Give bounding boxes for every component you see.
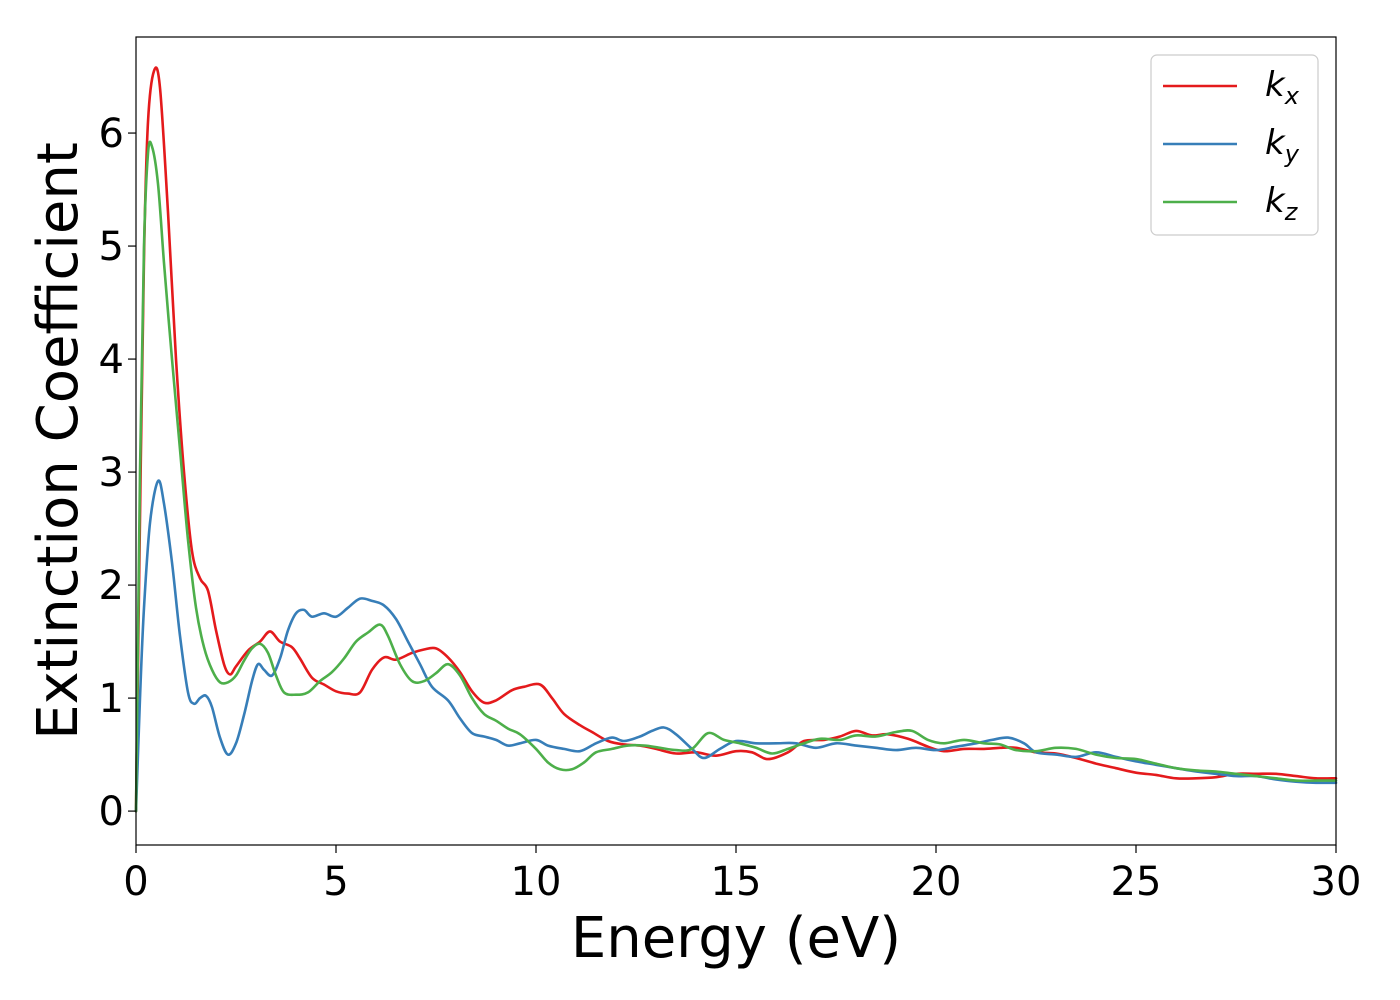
legend-label-kz: kz (1265, 181, 1299, 226)
y-tick-label: 2 (99, 563, 124, 609)
x-tick-label: 30 (1311, 859, 1362, 905)
x-tick-label: 0 (123, 859, 148, 905)
y-tick-label: 6 (99, 111, 124, 157)
y-tick-label: 1 (99, 676, 124, 722)
x-tick-label: 15 (711, 859, 762, 905)
legend-label-kx: kx (1265, 65, 1300, 110)
series-lines (134, 66, 1338, 813)
legend-label-ky: ky (1265, 123, 1300, 168)
x-axis-title: Energy (eV) (571, 906, 901, 971)
x-tick-label: 10 (511, 859, 562, 905)
y-tick-label: 0 (99, 789, 124, 835)
legend: kx ky kz (1150, 54, 1319, 236)
y-tick-label: 5 (99, 224, 124, 270)
y-tick-label: 4 (99, 337, 124, 383)
x-tick-label: 20 (911, 859, 962, 905)
series-line-ky (134, 479, 1338, 813)
y-axis-ticks: 0 1 2 3 4 5 6 (99, 111, 136, 835)
y-tick-label: 3 (99, 450, 124, 496)
x-tick-label: 25 (1111, 859, 1162, 905)
series-line-kz (134, 140, 1338, 813)
x-axis-ticks: 0 5 10 15 20 25 30 (123, 845, 1361, 905)
y-axis-title: Extinction Coefficient (26, 142, 91, 740)
x-tick-label: 5 (323, 859, 348, 905)
